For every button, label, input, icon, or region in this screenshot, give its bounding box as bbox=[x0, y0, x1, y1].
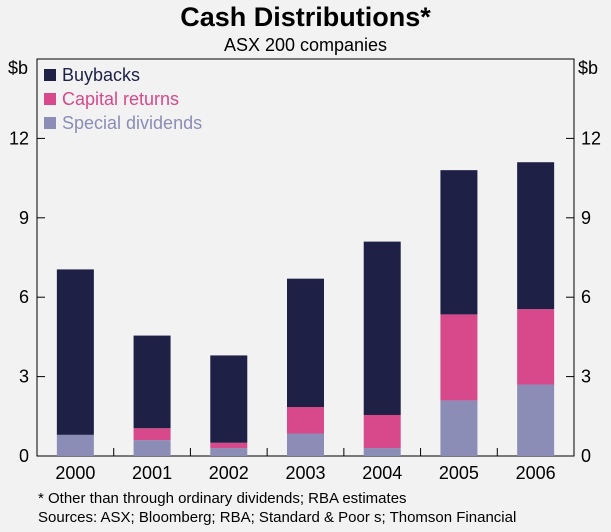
bar-capital-returns-2004 bbox=[363, 414, 401, 449]
bar-special-dividends-2004 bbox=[363, 448, 401, 456]
bar-buybacks-2004 bbox=[363, 241, 401, 415]
chart-subtitle: ASX 200 companies bbox=[223, 35, 388, 55]
legend-swatch-special-dividends bbox=[44, 117, 56, 129]
legend-swatch-buybacks bbox=[44, 69, 56, 81]
bar-buybacks-2006 bbox=[517, 162, 555, 310]
bar-special-dividends-2001 bbox=[133, 440, 171, 456]
bar-capital-returns-2006 bbox=[517, 309, 555, 385]
bar-capital-returns-2005 bbox=[440, 314, 478, 401]
y-tick-label-left: 0 bbox=[19, 446, 29, 466]
bar-special-dividends-2002 bbox=[210, 448, 248, 456]
y-tick-label-right: 12 bbox=[581, 128, 601, 148]
x-tick-label-2002: 2002 bbox=[209, 463, 249, 483]
bar-capital-returns-2002 bbox=[210, 442, 248, 449]
chart-title: Cash Distributions* bbox=[180, 2, 431, 32]
bar-buybacks-2003 bbox=[287, 278, 324, 408]
bar-special-dividends-2003 bbox=[287, 433, 324, 456]
bar-buybacks-2002 bbox=[210, 355, 248, 443]
legend-swatch-capital-returns bbox=[44, 93, 56, 105]
y-tick-label-left: 12 bbox=[9, 128, 29, 148]
bar-capital-returns-2003 bbox=[287, 407, 324, 434]
y-tick-label-right: 0 bbox=[581, 446, 591, 466]
bar-special-dividends-2005 bbox=[440, 400, 478, 456]
y-tick-label-right: 9 bbox=[581, 208, 591, 228]
x-tick-label-2004: 2004 bbox=[362, 463, 402, 483]
bar-special-dividends-2000 bbox=[56, 434, 94, 456]
legend-label-capital-returns: Capital returns bbox=[62, 89, 179, 109]
y-axis-unit-left: $b bbox=[8, 58, 29, 78]
bar-buybacks-2000 bbox=[56, 269, 94, 435]
footnote-note: * Other than through ordinary dividends;… bbox=[38, 490, 407, 507]
x-tick-label-2000: 2000 bbox=[55, 463, 95, 483]
x-tick-label-2005: 2005 bbox=[439, 463, 479, 483]
x-tick-label-2001: 2001 bbox=[132, 463, 172, 483]
bar-capital-returns-2001 bbox=[133, 428, 171, 441]
x-tick-label-2006: 2006 bbox=[516, 463, 556, 483]
bar-buybacks-2001 bbox=[133, 335, 171, 429]
y-tick-label-left: 3 bbox=[19, 367, 29, 387]
bar-special-dividends-2006 bbox=[517, 384, 555, 456]
y-tick-label-left: 6 bbox=[19, 287, 29, 307]
x-tick-label-2003: 2003 bbox=[285, 463, 325, 483]
y-tick-label-right: 6 bbox=[581, 287, 591, 307]
bar-buybacks-2005 bbox=[440, 170, 478, 315]
y-axis-unit-right: $b bbox=[578, 58, 599, 78]
legend-label-buybacks: Buybacks bbox=[62, 65, 140, 85]
legend-label-special-dividends: Special dividends bbox=[62, 113, 202, 133]
y-tick-label-left: 9 bbox=[19, 208, 29, 228]
footnote-sources: Sources: ASX; Bloomberg; RBA; Standard &… bbox=[38, 509, 517, 526]
y-tick-label-right: 3 bbox=[581, 367, 591, 387]
